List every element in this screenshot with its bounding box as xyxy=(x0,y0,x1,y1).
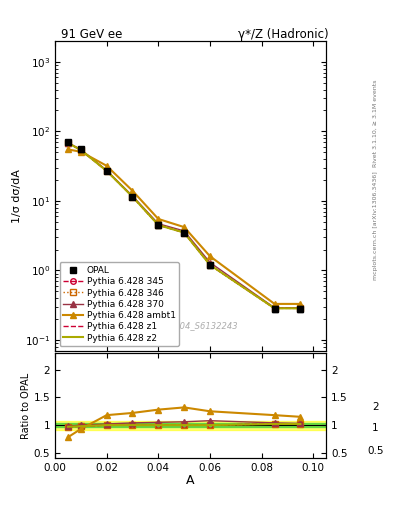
Line: Pythia 6.428 370: Pythia 6.428 370 xyxy=(65,140,303,311)
Pythia 6.428 z2 xyxy=(130,194,135,200)
Pythia 6.428 z1 xyxy=(79,147,83,153)
Pythia 6.428 z2 xyxy=(79,147,83,153)
Line: Pythia 6.428 z1: Pythia 6.428 z1 xyxy=(68,143,300,308)
Pythia 6.428 346 xyxy=(208,262,212,268)
Pythia 6.428 346 xyxy=(66,140,70,146)
Pythia 6.428 370 xyxy=(298,305,303,311)
Pythia 6.428 z2 xyxy=(208,262,212,268)
Pythia 6.428 ambt1 xyxy=(66,146,70,153)
Pythia 6.428 z1 xyxy=(66,140,70,146)
Pythia 6.428 370 xyxy=(208,260,212,266)
Pythia 6.428 z2 xyxy=(182,229,187,236)
Text: 0.5: 0.5 xyxy=(367,445,384,456)
Line: Pythia 6.428 345: Pythia 6.428 345 xyxy=(65,140,303,311)
Pythia 6.428 ambt1 xyxy=(208,253,212,259)
Text: 1: 1 xyxy=(372,422,378,433)
Text: mcplots.cern.ch [arXiv:1306.3436]: mcplots.cern.ch [arXiv:1306.3436] xyxy=(373,171,378,280)
Pythia 6.428 z2 xyxy=(156,222,161,228)
Pythia 6.428 370 xyxy=(182,228,187,234)
Pythia 6.428 z1 xyxy=(104,168,109,174)
Pythia 6.428 370 xyxy=(156,221,161,227)
Pythia 6.428 ambt1 xyxy=(156,216,161,222)
Legend: OPAL, Pythia 6.428 345, Pythia 6.428 346, Pythia 6.428 370, Pythia 6.428 ambt1, : OPAL, Pythia 6.428 345, Pythia 6.428 346… xyxy=(59,263,179,346)
Pythia 6.428 346 xyxy=(272,305,277,311)
Pythia 6.428 345 xyxy=(104,168,109,174)
Line: Pythia 6.428 z2: Pythia 6.428 z2 xyxy=(68,143,300,308)
Pythia 6.428 ambt1 xyxy=(298,301,303,307)
Pythia 6.428 ambt1 xyxy=(272,301,277,307)
Pythia 6.428 z2 xyxy=(298,305,303,311)
Pythia 6.428 345 xyxy=(182,229,187,236)
Pythia 6.428 z2 xyxy=(104,168,109,174)
Bar xyxy=(55,423,326,428)
Pythia 6.428 370 xyxy=(79,146,83,153)
Y-axis label: Ratio to OPAL: Ratio to OPAL xyxy=(21,373,31,439)
Pythia 6.428 346 xyxy=(79,147,83,153)
Pythia 6.428 370 xyxy=(272,305,277,311)
Line: Pythia 6.428 346: Pythia 6.428 346 xyxy=(65,140,303,311)
Pythia 6.428 z2 xyxy=(272,305,277,311)
Pythia 6.428 345 xyxy=(66,140,70,146)
Pythia 6.428 346 xyxy=(156,222,161,228)
Pythia 6.428 346 xyxy=(130,194,135,200)
Pythia 6.428 z1 xyxy=(156,222,161,228)
Pythia 6.428 370 xyxy=(66,140,70,146)
Text: 91 GeV ee: 91 GeV ee xyxy=(61,28,122,41)
Pythia 6.428 ambt1 xyxy=(182,224,187,230)
X-axis label: A: A xyxy=(186,475,195,487)
Text: OPAL_2004_S6132243: OPAL_2004_S6132243 xyxy=(143,322,238,330)
Pythia 6.428 z1 xyxy=(272,305,277,311)
Pythia 6.428 z2 xyxy=(66,140,70,146)
Pythia 6.428 z1 xyxy=(130,194,135,200)
Pythia 6.428 346 xyxy=(104,168,109,174)
Line: Pythia 6.428 ambt1: Pythia 6.428 ambt1 xyxy=(64,146,304,307)
Text: Rivet 3.1.10, ≥ 3.1M events: Rivet 3.1.10, ≥ 3.1M events xyxy=(373,79,378,166)
Pythia 6.428 ambt1 xyxy=(130,188,135,194)
Y-axis label: 1/σ dσ/dA: 1/σ dσ/dA xyxy=(12,169,22,223)
Pythia 6.428 370 xyxy=(104,167,109,174)
Pythia 6.428 z1 xyxy=(182,229,187,236)
Pythia 6.428 ambt1 xyxy=(79,148,83,155)
Pythia 6.428 345 xyxy=(130,194,135,200)
Pythia 6.428 345 xyxy=(272,305,277,311)
Pythia 6.428 345 xyxy=(208,262,212,268)
Pythia 6.428 z1 xyxy=(298,305,303,311)
Pythia 6.428 345 xyxy=(156,222,161,228)
Pythia 6.428 ambt1 xyxy=(104,163,109,169)
Pythia 6.428 370 xyxy=(130,193,135,199)
Text: 2: 2 xyxy=(372,402,378,412)
Pythia 6.428 346 xyxy=(298,305,303,311)
Pythia 6.428 z1 xyxy=(208,262,212,268)
Pythia 6.428 345 xyxy=(298,305,303,311)
Pythia 6.428 345 xyxy=(79,147,83,153)
Bar xyxy=(55,421,326,430)
Text: γ*/Z (Hadronic): γ*/Z (Hadronic) xyxy=(237,28,328,41)
Pythia 6.428 346 xyxy=(182,229,187,236)
